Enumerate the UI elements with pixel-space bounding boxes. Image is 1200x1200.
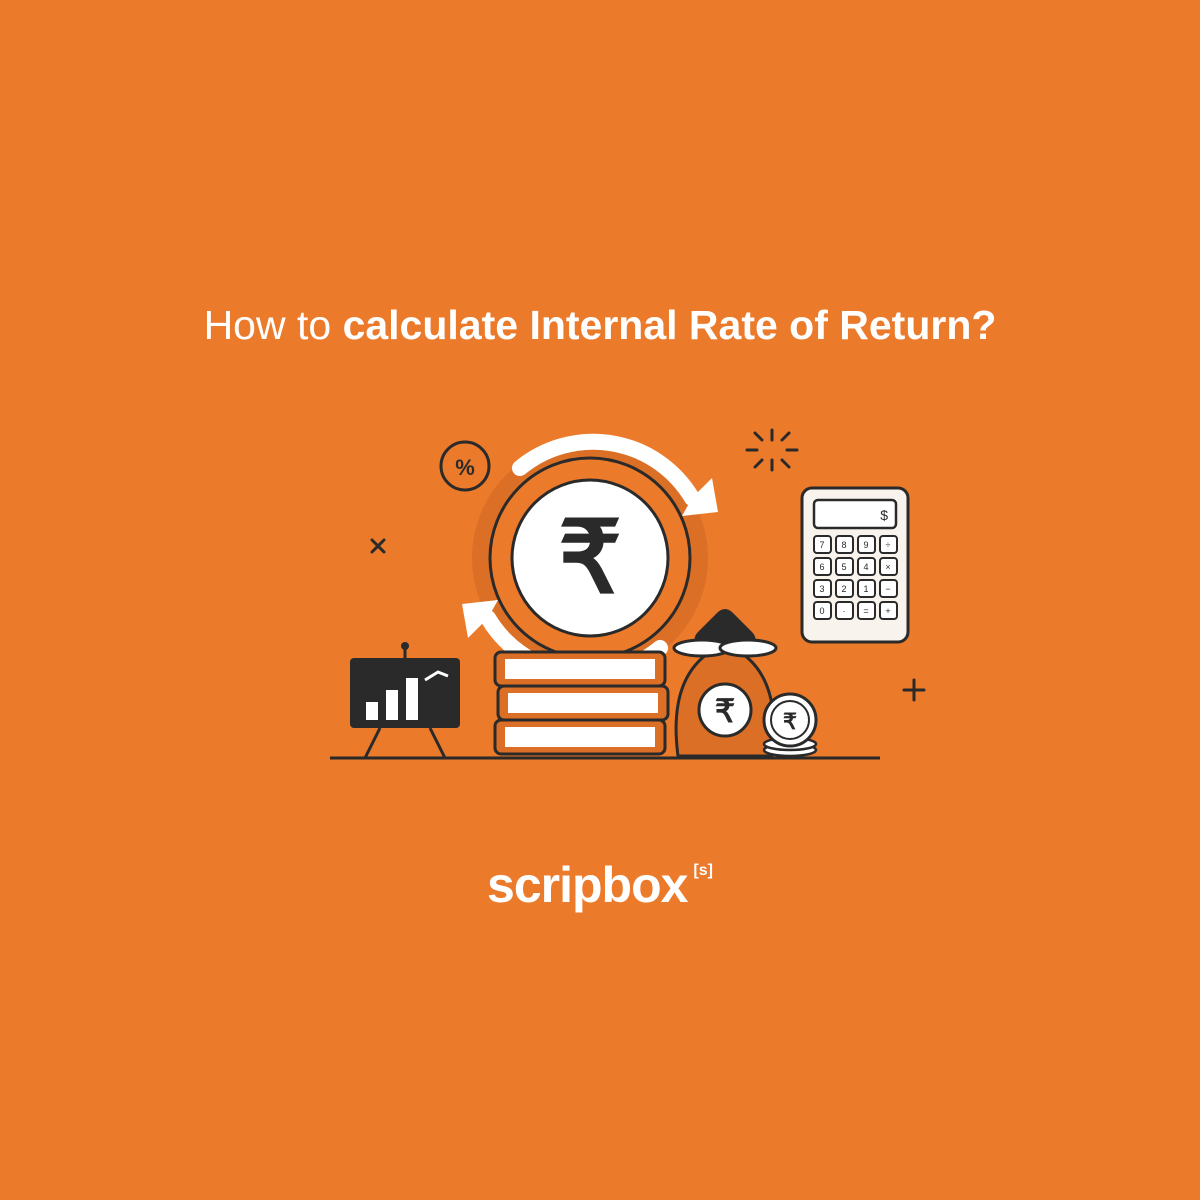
svg-text:9: 9 (863, 540, 868, 550)
svg-text:0: 0 (819, 606, 824, 616)
svg-text:·: · (843, 606, 846, 616)
svg-text:÷: ÷ (886, 540, 891, 550)
svg-text:4: 4 (863, 562, 868, 572)
chart-easel-icon (350, 642, 460, 758)
svg-text:₹: ₹ (783, 709, 797, 734)
svg-text:2: 2 (841, 584, 846, 594)
svg-text:−: − (885, 584, 890, 594)
svg-text:%: % (455, 455, 475, 480)
brand-logo: scripbox [s] (487, 856, 713, 914)
money-bag-icon: ₹ (674, 609, 776, 756)
brand-sup: [s] (693, 862, 713, 880)
brand-text: scripbox (487, 856, 687, 914)
calculator-icon: $ 7 8 9 ÷ 6 5 4 × 3 2 1 − 0 · = + (802, 488, 908, 642)
svg-text:×: × (885, 562, 890, 572)
svg-text:7: 7 (819, 540, 824, 550)
svg-text:5: 5 (841, 562, 846, 572)
svg-text:8: 8 (841, 540, 846, 550)
illustration: % ₹ ₹ (220, 380, 980, 800)
svg-text:₹: ₹ (558, 502, 622, 614)
svg-text:₹: ₹ (715, 693, 735, 729)
small-coin-icon: ₹ (764, 694, 816, 756)
svg-text:$: $ (880, 507, 888, 523)
svg-text:3: 3 (819, 584, 824, 594)
svg-text:+: + (885, 606, 890, 616)
page-title: How to calculate Internal Rate of Return… (0, 302, 1200, 349)
stack-icon (495, 652, 668, 754)
title-light: How to (204, 302, 343, 348)
svg-text:1: 1 (863, 584, 868, 594)
svg-text:6: 6 (819, 562, 824, 572)
title-bold: calculate Internal Rate of Return? (343, 302, 997, 348)
svg-text:=: = (863, 606, 868, 616)
